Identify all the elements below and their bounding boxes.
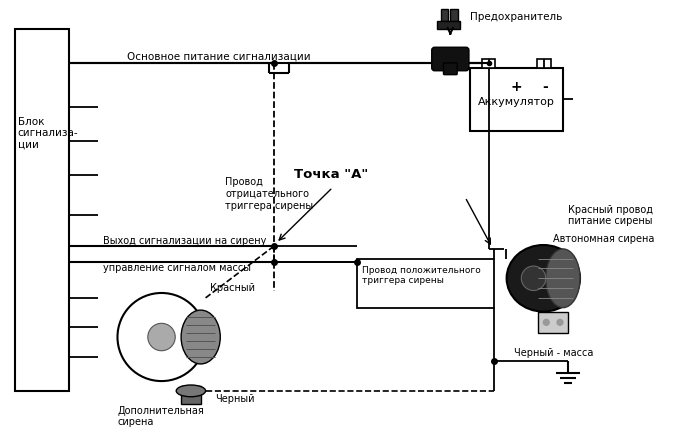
Text: Автономная сирена: Автономная сирена xyxy=(553,234,654,244)
Bar xyxy=(482,59,496,68)
Text: Провод положительного
триггера сирены: Провод положительного триггера сирены xyxy=(362,266,481,285)
Text: Провод
отрицательного
триггера сирены: Провод отрицательного триггера сирены xyxy=(225,177,313,211)
Ellipse shape xyxy=(176,385,206,397)
Text: Предохранитель: Предохранитель xyxy=(470,12,562,22)
Text: Красный провод
питание сирены: Красный провод питание сирены xyxy=(568,205,653,226)
Ellipse shape xyxy=(521,266,546,291)
Text: Черный: Черный xyxy=(216,394,255,404)
Text: +: + xyxy=(510,80,522,94)
Text: -: - xyxy=(542,80,548,94)
Bar xyxy=(181,386,201,404)
Text: Аккумулятор: Аккумулятор xyxy=(477,97,554,107)
FancyBboxPatch shape xyxy=(539,312,568,333)
Text: Черный - масса: Черный - масса xyxy=(514,348,594,358)
Text: Основное питание сигнализации: Основное питание сигнализации xyxy=(127,51,311,61)
Text: Красный: Красный xyxy=(210,283,256,293)
FancyBboxPatch shape xyxy=(432,47,469,71)
Text: Точка "А": Точка "А" xyxy=(293,168,368,180)
Bar xyxy=(15,29,68,391)
FancyBboxPatch shape xyxy=(443,63,457,75)
Ellipse shape xyxy=(546,249,580,308)
Bar xyxy=(441,9,448,21)
Bar xyxy=(450,9,458,21)
Bar xyxy=(470,68,563,132)
Text: Дополнительная
сирена: Дополнительная сирена xyxy=(118,406,204,427)
Text: Выход сигнализации на сирену: Выход сигнализации на сирену xyxy=(103,236,266,246)
Bar xyxy=(437,21,460,29)
Ellipse shape xyxy=(118,293,206,381)
Circle shape xyxy=(557,319,563,325)
Bar xyxy=(358,259,494,308)
Ellipse shape xyxy=(148,323,175,351)
Text: Блок
сигнализа-
ции: Блок сигнализа- ции xyxy=(18,117,78,150)
Ellipse shape xyxy=(181,310,220,364)
Text: управление сигналом массы: управление сигналом массы xyxy=(103,263,251,273)
Bar xyxy=(537,59,551,68)
Circle shape xyxy=(544,319,549,325)
Ellipse shape xyxy=(506,245,580,312)
